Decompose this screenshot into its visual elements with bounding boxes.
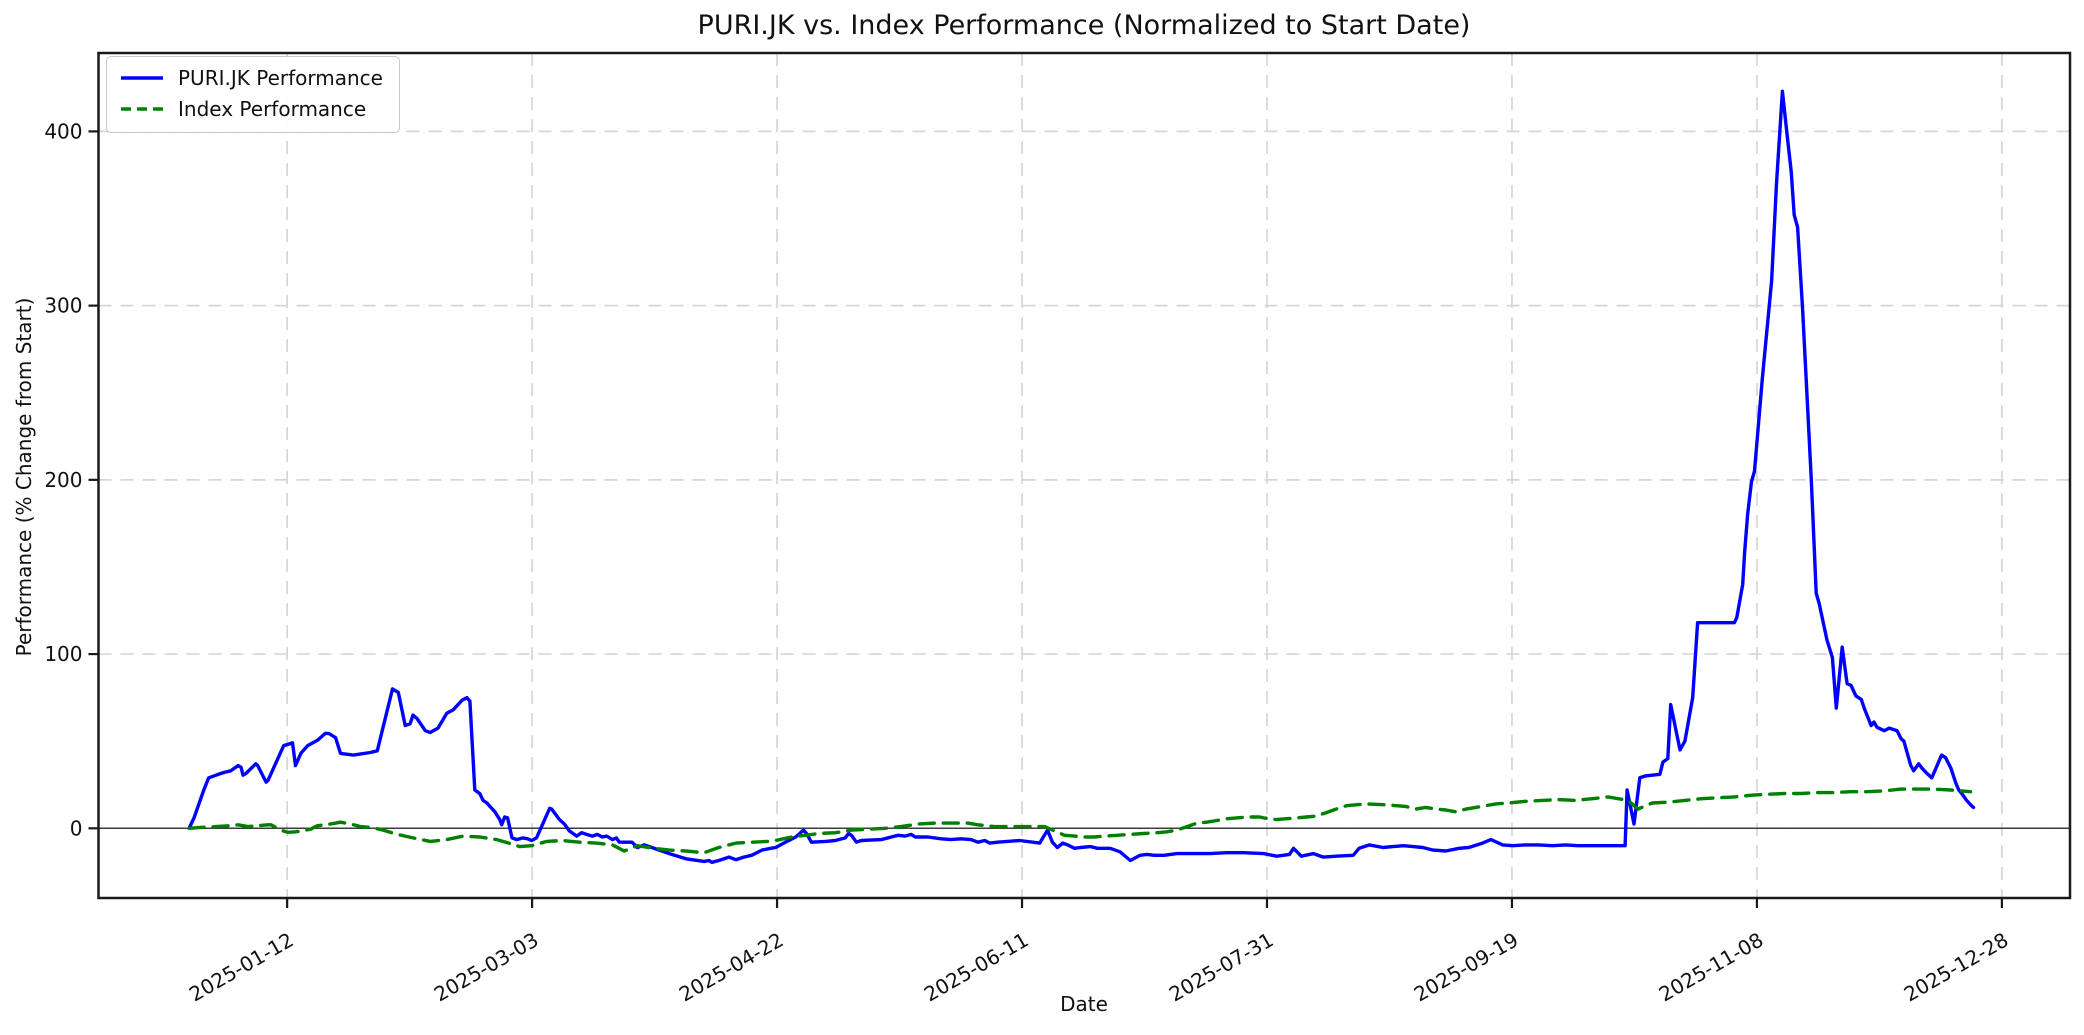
legend-entry-index: Index Performance: [119, 97, 383, 121]
legend-entry-purijk: PURI.JK Performance: [119, 66, 383, 90]
y-tick-label: 400: [44, 119, 82, 143]
y-tick-label: 200: [44, 468, 82, 492]
y-axis-label: Performance (% Change from Start): [12, 297, 36, 657]
legend-swatch-solid-blue-icon: [121, 76, 163, 80]
x-axis-label: Date: [1060, 992, 1108, 1016]
plot-border: [97, 51, 2072, 900]
y-tick-label: 100: [44, 642, 82, 666]
legend: PURI.JK Performance Index Performance: [106, 56, 400, 133]
y-tick-label: 300: [44, 294, 82, 318]
index-performance-line: [187, 787, 1973, 855]
chart-title: PURI.JK vs. Index Performance (Normalize…: [697, 10, 1471, 41]
legend-label-purijk: PURI.JK Performance: [178, 66, 383, 90]
y-tick-label: 0: [70, 816, 83, 840]
purijk-performance-line: [187, 89, 1976, 864]
legend-swatch-dashed-green-icon: [121, 107, 163, 111]
legend-label-index: Index Performance: [178, 97, 367, 121]
